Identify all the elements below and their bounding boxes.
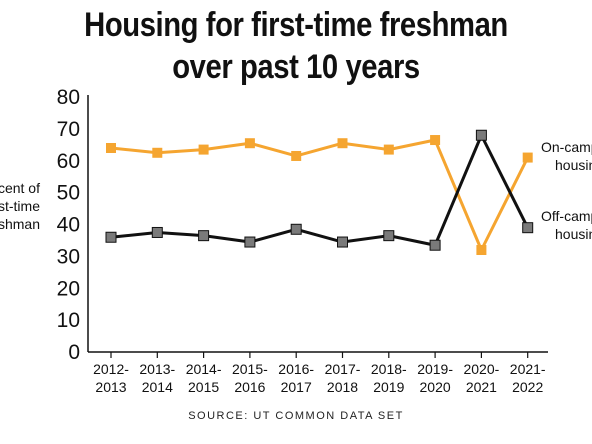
y-tick-label: 40 — [57, 214, 80, 237]
x-tick-label: 2021 — [466, 379, 497, 395]
data-point-marker — [198, 144, 209, 155]
x-tick-label: 2020- — [463, 361, 499, 377]
chart-title-line-1: Housing for first-time freshman — [84, 6, 508, 44]
axes — [87, 95, 548, 353]
data-point-marker — [429, 239, 441, 251]
data-point-marker — [475, 129, 487, 141]
x-tick-label: 2015 — [188, 379, 219, 395]
x-tick-label: 2017- — [325, 361, 361, 377]
data-point-marker — [383, 230, 395, 242]
x-tick-label: 2016- — [278, 361, 314, 377]
x-tick-label: 2019 — [373, 379, 404, 395]
x-tick-label: 2017 — [281, 379, 312, 395]
y-axis-ticks: 0 10 20 30 40 50 60 70 80 — [57, 86, 80, 364]
x-axis-ticks: 2012- 2013 2013- 2014 2014- 2015 2015- 2016 2016… — [93, 352, 546, 395]
x-tick-label: 2012- — [93, 361, 129, 377]
data-point-marker — [522, 152, 533, 163]
x-tick-label: 2022 — [512, 379, 543, 395]
y-tick-label: 70 — [57, 118, 80, 141]
x-tick-label: 2018- — [371, 361, 407, 377]
y-axis-label-line: freshman — [0, 216, 40, 232]
x-tick-label: 2013 — [95, 379, 126, 395]
x-tick-label: 2015- — [232, 361, 268, 377]
x-tick-label: 2021- — [510, 361, 546, 377]
x-tick-label: 2016 — [234, 379, 265, 395]
series-line-1 — [109, 133, 530, 247]
y-tick-label: 0 — [68, 341, 80, 364]
y-tick-label: 60 — [57, 150, 80, 173]
data-point-marker — [383, 144, 394, 155]
data-point-marker — [337, 236, 348, 248]
x-tick-label: 2019- — [417, 361, 453, 377]
data-point-marker — [337, 138, 348, 149]
y-tick-label: 20 — [57, 277, 80, 300]
series-label-1: housing — [555, 226, 592, 242]
chart-title: Housing for first-time freshman over pas… — [0, 4, 592, 88]
data-point-marker — [151, 226, 163, 238]
series-markers — [105, 129, 534, 255]
x-tick-label: 2018 — [327, 379, 358, 395]
data-point-marker — [290, 223, 302, 235]
y-axis-label-line: Percent of — [0, 180, 40, 196]
series-label-1: Off-campus — [541, 208, 592, 224]
y-tick-label: 30 — [57, 245, 80, 268]
x-tick-label: 2020 — [420, 379, 451, 395]
data-point-marker — [105, 231, 117, 243]
x-tick-label: 2014- — [186, 361, 222, 377]
data-point-marker — [106, 143, 116, 153]
chart-title-line-2: over past 10 years — [172, 48, 420, 86]
data-point-marker — [291, 150, 302, 161]
y-tick-label: 10 — [57, 309, 80, 332]
source-note: SOURCE: UT COMMON DATA SET — [188, 410, 404, 422]
x-tick-label: 2014 — [142, 379, 173, 395]
y-tick-label: 50 — [57, 182, 80, 205]
data-point-marker — [152, 147, 163, 158]
series-lines — [109, 133, 530, 252]
data-point-marker — [244, 236, 256, 248]
data-point-marker — [430, 135, 441, 146]
data-point-marker — [522, 222, 534, 234]
series-line-0 — [109, 138, 530, 252]
series-label-0: On-campus — [541, 139, 592, 155]
data-point-marker — [198, 230, 210, 242]
y-axis-label: Percent of first-time freshman — [0, 180, 40, 232]
series-labels: On-campus housing Off-campus housing — [541, 139, 592, 242]
series-label-0: housing — [555, 157, 592, 173]
x-tick-label: 2013- — [139, 361, 175, 377]
y-axis-label-line: first-time — [0, 198, 40, 214]
data-point-marker — [244, 138, 255, 149]
y-tick-label: 80 — [57, 86, 80, 109]
data-point-marker — [476, 245, 487, 255]
